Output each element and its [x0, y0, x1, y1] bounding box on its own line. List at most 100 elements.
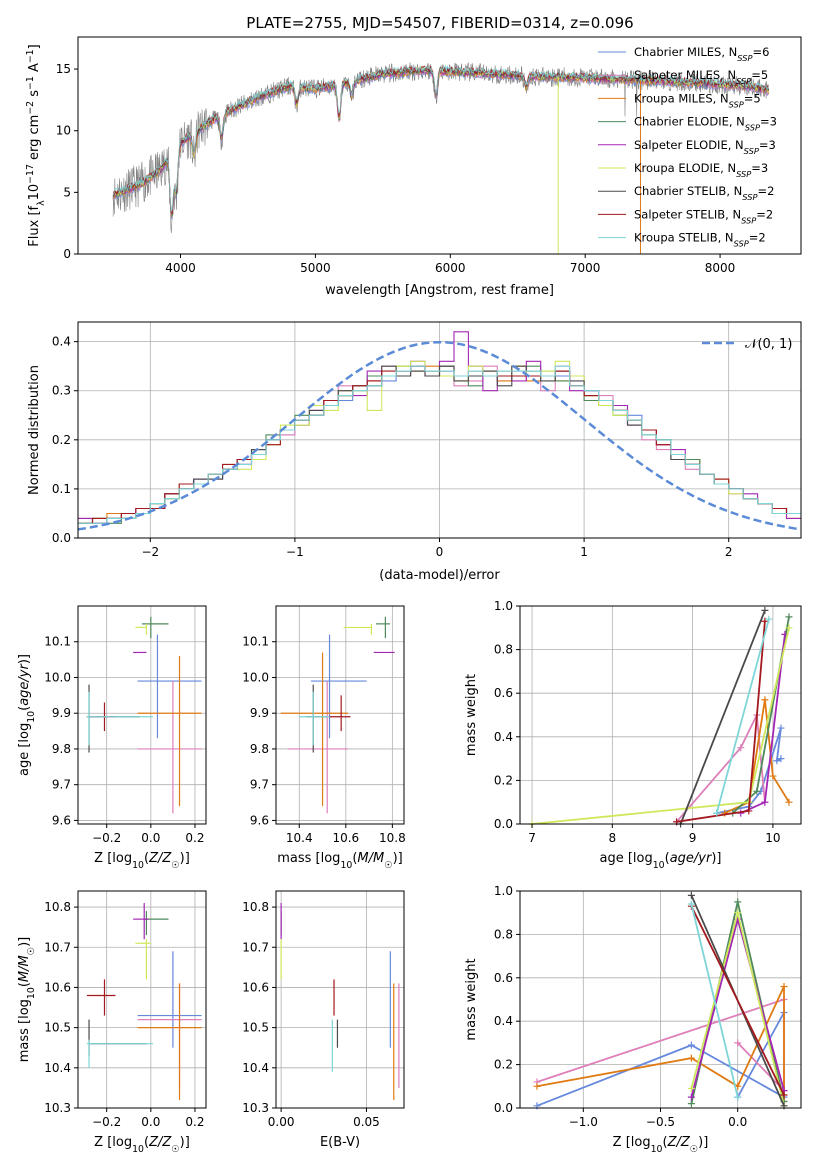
- y-tick-label: 0.6: [494, 971, 513, 985]
- label-part: Chabrier ELODIE, N: [634, 115, 745, 129]
- label-part: s: [27, 90, 42, 101]
- x-tick-label: 2: [725, 545, 733, 559]
- label-part: (: [144, 851, 149, 866]
- weight-marker: [780, 1091, 788, 1099]
- axes-frame: [275, 890, 405, 1109]
- label-part: SSP: [741, 215, 756, 225]
- x-tick-label: 0.2: [185, 831, 204, 845]
- label-part: λ: [36, 200, 47, 206]
- y-axis-label: Flux [fλ10−17 erg cm−2 s−1 A−1]: [25, 44, 47, 246]
- errorbar-points: [280, 903, 400, 1100]
- x-tick-label: −2: [141, 545, 159, 559]
- y-tick-label: 10.0: [44, 670, 71, 684]
- histogram-lines: [78, 331, 801, 531]
- weight-marker: [734, 909, 742, 917]
- y-tick-label: 0.0: [52, 531, 71, 545]
- y-axis-label: Normed distribution: [27, 365, 42, 495]
- weight-lines: [528, 606, 793, 828]
- label-part: age [log: [599, 851, 652, 866]
- label-part: Z/Z: [667, 1135, 691, 1150]
- label-part: Z [log: [94, 851, 132, 866]
- model-spectrum-line: [112, 67, 769, 219]
- label-part: −2: [25, 101, 36, 115]
- legend-label: Salpeter ELODIE, NSSP=3: [634, 138, 776, 156]
- y-tick-label: 0.2: [494, 1058, 513, 1072]
- y-tick-label: 10.3: [44, 1101, 71, 1115]
- x-axis-label: E(B-V): [320, 1135, 360, 1150]
- y-tick-label: 10.7: [44, 940, 71, 954]
- label-part: 10: [26, 711, 37, 723]
- label-part: ]: [27, 44, 42, 49]
- weight-marker: [713, 809, 721, 817]
- axes-age_vs_Z: −0.2 0.0 0.29.69.79.89.910.010.1Z [log10(Z…: [17, 605, 207, 871]
- label-part: 10: [653, 860, 665, 871]
- weight-marker: [687, 1084, 695, 1092]
- x-tick-label: 7000: [570, 261, 601, 275]
- y-tick-label: 0.8: [494, 927, 513, 941]
- legend-label: 𝒩(0, 1): [745, 337, 792, 352]
- y-tick-label: 10.1: [44, 635, 71, 649]
- label-part: erg cm: [27, 115, 42, 164]
- y-tick-label: 0.6: [494, 686, 513, 700]
- weight-line: [675, 711, 766, 823]
- label-part: 10: [132, 1144, 144, 1155]
- weight-marker: [745, 807, 753, 815]
- label-part: ☉: [171, 1144, 179, 1155]
- weight-marker: [785, 624, 793, 632]
- weight-marker: [761, 617, 769, 625]
- x-axis-label: age [log10(age/yr)]: [599, 851, 721, 871]
- weight-marker: [761, 696, 769, 704]
- x-tick-label: 10: [765, 831, 780, 845]
- label-part: Kroupa STELIB, N: [634, 231, 734, 245]
- legend-label: Chabrier STELIB, NSSP=2: [634, 184, 774, 202]
- label-part: =2: [749, 231, 766, 245]
- weight-marker: [687, 1093, 695, 1101]
- label-part: SSP: [742, 192, 757, 202]
- axes-age_vs_mass: 10.4 10.6 10.8 9.6 9.7 9.8 9.9 10.0 10.1 mass [lo…: [242, 605, 406, 871]
- y-tick-label: 9.8: [250, 742, 269, 756]
- label-part: ☉: [384, 860, 392, 871]
- y-tick-label: 10.4: [44, 1061, 71, 1075]
- label-part: (: [665, 851, 670, 866]
- x-tick-label: 10.8: [379, 831, 406, 845]
- label-part: SSP: [729, 99, 744, 109]
- label-part: ☉: [26, 947, 37, 955]
- label-part: A: [27, 63, 42, 76]
- x-tick-label: 7: [528, 831, 536, 845]
- label-part: =3: [760, 115, 777, 129]
- x-tick-label: 5000: [300, 261, 331, 275]
- label-part: )]: [711, 851, 721, 866]
- weight-marker: [785, 798, 793, 806]
- label-part: Z/Z: [148, 851, 172, 866]
- label-part: 10: [340, 860, 352, 871]
- label-part: (: [352, 851, 357, 866]
- label-part: )]: [17, 937, 32, 947]
- y-tick-label: 10.3: [242, 1101, 269, 1115]
- weight-marker: [777, 755, 785, 763]
- weight-marker: [687, 1041, 695, 1049]
- weight-line: [690, 903, 739, 1098]
- axes-weight_vs_Z: −1.0 −0.5 0.0 0.0 0.2 0.4 0.6 0.8 1.0 Z [log10(Z/…: [464, 884, 802, 1155]
- y-tick-label: 0: [63, 247, 71, 261]
- label-part: )]: [180, 851, 190, 866]
- label-part: SSP: [734, 239, 749, 249]
- y-tick-label: 0.2: [494, 773, 513, 787]
- weight-line: [690, 905, 785, 1096]
- y-tick-label: 9.9: [52, 706, 71, 720]
- normal-curve: [78, 340, 801, 531]
- x-tick-label: 0.2: [185, 1115, 204, 1129]
- y-tick-label: 10.4: [242, 1061, 269, 1075]
- y-tick-label: 10.0: [242, 670, 269, 684]
- label-part: SSP: [737, 53, 752, 63]
- x-tick-label: 6000: [435, 261, 466, 275]
- y-tick-label: 0.0: [494, 817, 513, 831]
- x-tick-label: 1: [580, 545, 588, 559]
- weight-marker: [687, 1100, 695, 1108]
- label-part: 10: [132, 860, 144, 871]
- y-tick-label: 9.8: [52, 742, 71, 756]
- label-part: mass [log: [17, 999, 32, 1062]
- y-tick-label: 0.4: [494, 1014, 513, 1028]
